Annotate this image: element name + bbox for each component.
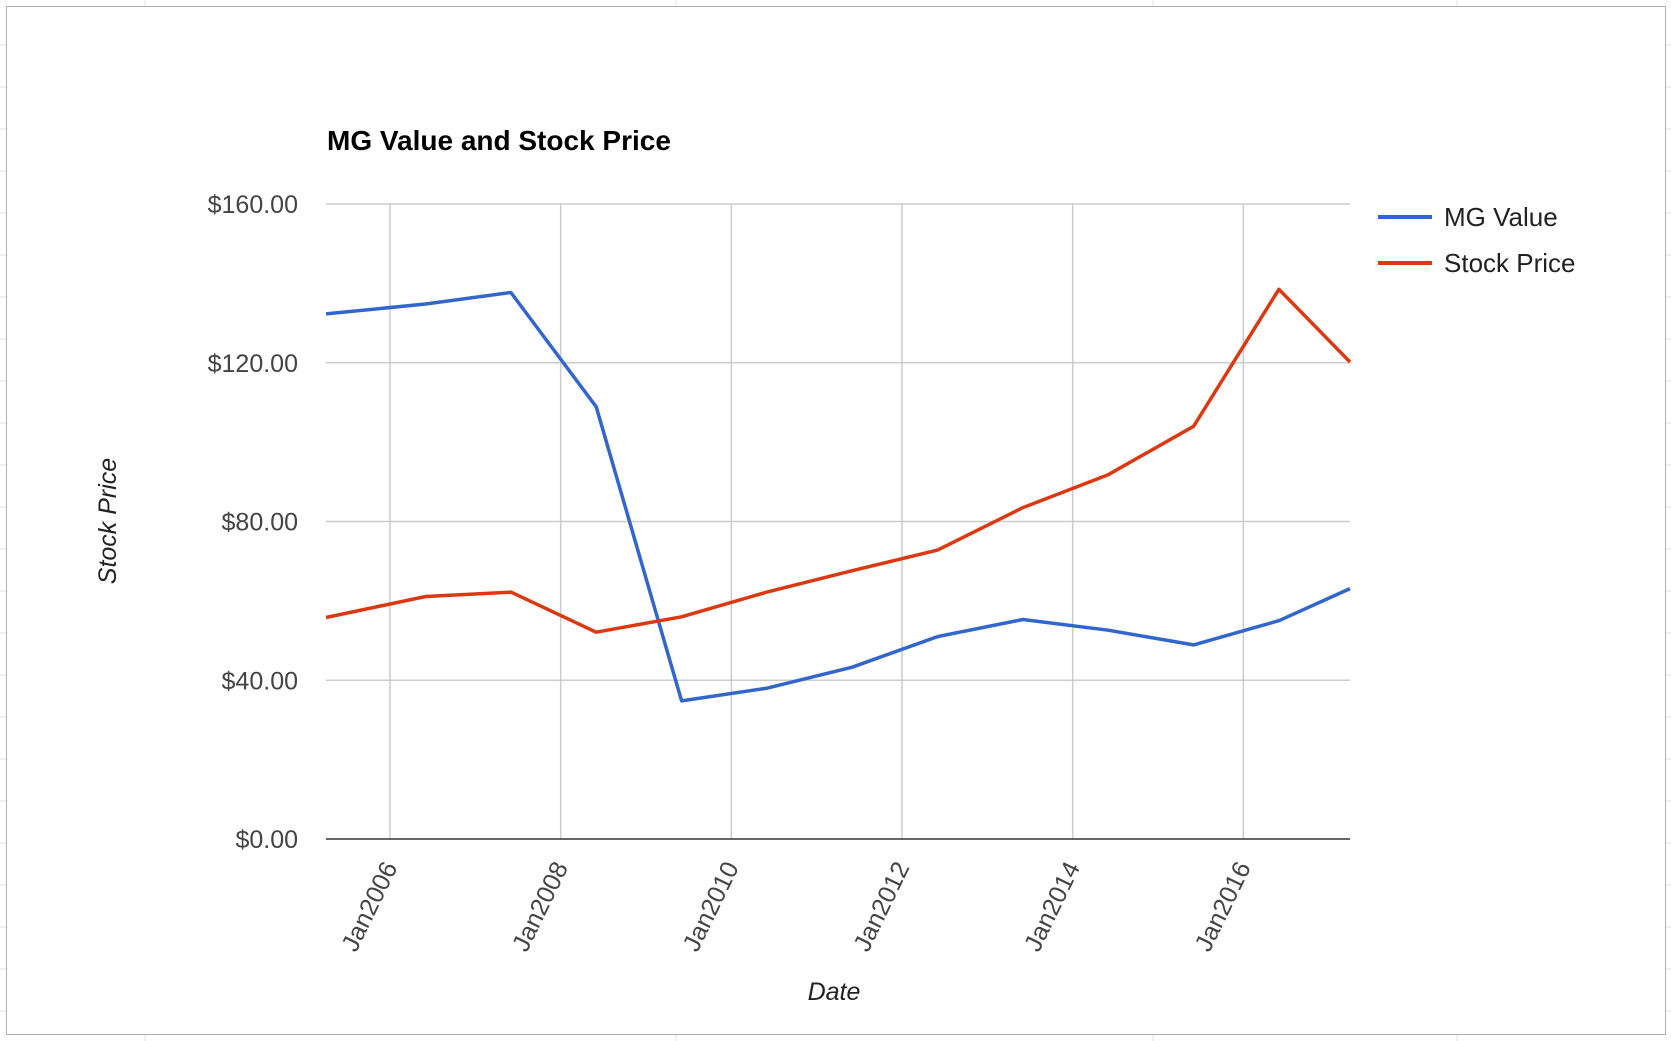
x-tick-label: Jan2012 (848, 857, 915, 956)
legend-label[interactable]: Stock Price (1444, 248, 1576, 278)
x-tick-label: Jan2016 (1190, 857, 1257, 956)
x-tick-label: Jan2006 (336, 857, 403, 956)
line-chart: MG Value and Stock Price $0.00 $40.00 $80.… (94, 125, 1576, 1006)
y-tick-label: $40.00 (222, 667, 298, 695)
legend[interactable]: MG Value Stock Price (1378, 202, 1576, 278)
chart-title: MG Value and Stock Price (327, 125, 671, 156)
x-tick-label: Jan2008 (507, 857, 574, 956)
x-tick-label: Jan2010 (678, 857, 745, 956)
x-axis-ticks: Jan2006 Jan2008 Jan2010 Jan2012 Jan2014 Jan20… (336, 857, 1257, 956)
series-line-stock-price[interactable] (325, 287, 1352, 634)
series-line-mg-value[interactable] (325, 290, 1351, 703)
chart-container[interactable]: MG Value and Stock Price $0.00 $40.00 $80.… (6, 6, 1666, 1035)
y-tick-label: $80.00 (222, 509, 298, 537)
y-axis-ticks: $0.00 $40.00 $80.00 $120.00 $160.00 (208, 191, 298, 854)
gridlines (326, 203, 1350, 840)
x-axis-label: Date (808, 978, 861, 1006)
y-tick-label: $120.00 (208, 350, 298, 378)
y-axis-label: Stock Price (94, 458, 122, 584)
y-tick-label: $0.00 (235, 826, 298, 854)
series-lines (325, 287, 1352, 703)
y-tick-label: $160.00 (208, 191, 298, 219)
x-tick-label: Jan2014 (1019, 857, 1086, 956)
legend-label[interactable]: MG Value (1444, 202, 1558, 232)
